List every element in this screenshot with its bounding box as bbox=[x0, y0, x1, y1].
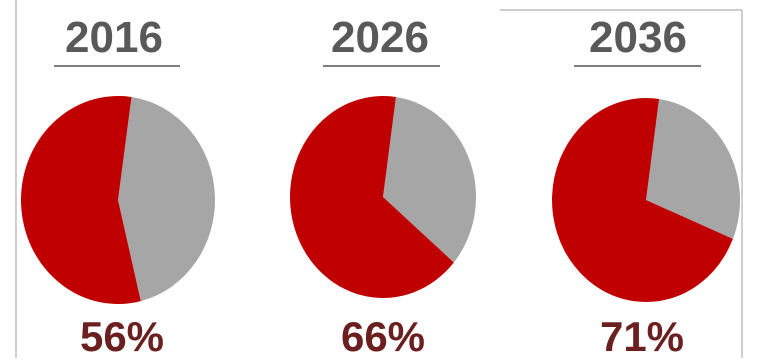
percent-label-2016: 56% bbox=[79, 313, 165, 360]
pie-slice-remainder-2026 bbox=[383, 96, 476, 263]
year-underline-2026 bbox=[323, 65, 440, 67]
year-label-2036: 2036 bbox=[589, 13, 687, 62]
pie-slice-remainder-2036 bbox=[646, 98, 741, 239]
year-underline-2016 bbox=[54, 65, 180, 67]
pie-slice-share-2036 bbox=[552, 97, 733, 302]
year-label-2016: 2016 bbox=[65, 13, 163, 62]
pie-slice-share-2026 bbox=[289, 95, 454, 298]
percent-label-2026: 66% bbox=[340, 313, 426, 360]
year-label-2026: 2026 bbox=[331, 13, 429, 62]
percent-label-2036: 71% bbox=[599, 313, 685, 360]
pie-slice-remainder-2016 bbox=[118, 97, 215, 302]
year-underline-2036 bbox=[574, 65, 701, 67]
pie-slice-share-2016 bbox=[20, 95, 141, 304]
